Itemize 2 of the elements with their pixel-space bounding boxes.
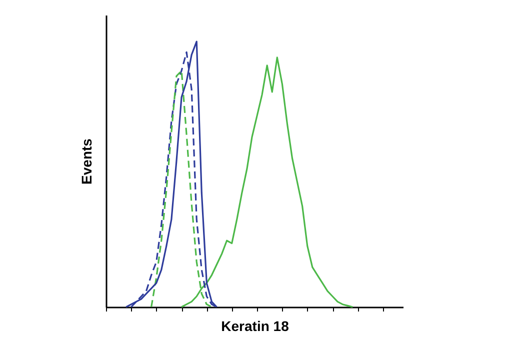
- x-axis-title: Keratin 18: [221, 318, 290, 334]
- y-axis-title: Events: [78, 138, 94, 184]
